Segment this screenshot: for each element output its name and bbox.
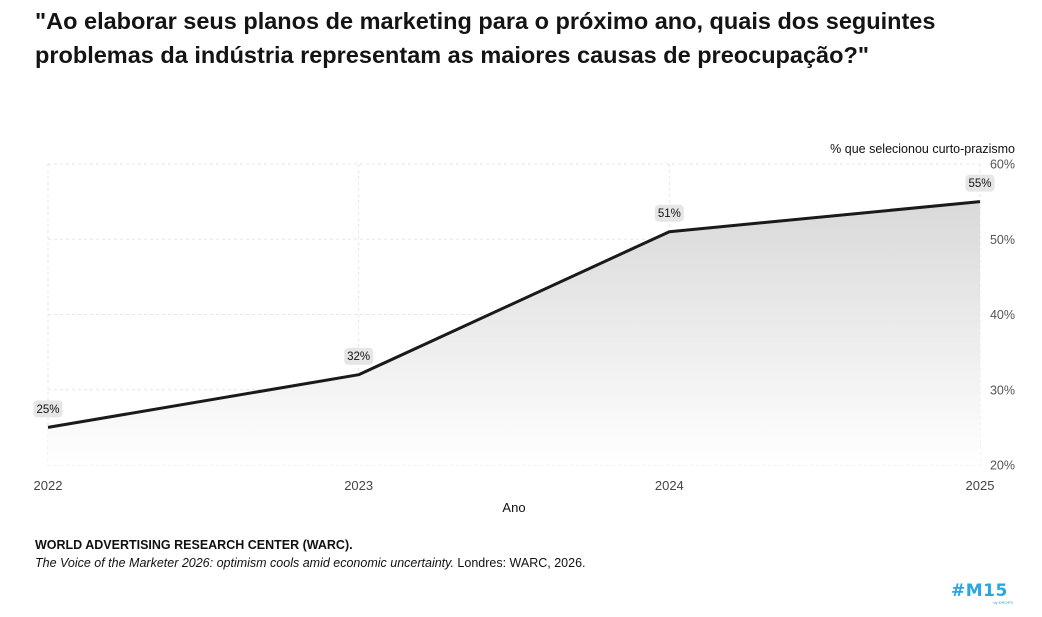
data-label-bg [344, 347, 374, 365]
data-label: 55% [965, 174, 995, 192]
y-tick-label: 50% [990, 233, 1015, 247]
data-label-bg [33, 400, 63, 418]
y-tick-label: 40% [990, 308, 1015, 322]
series-line [47, 200, 981, 429]
logo-subtext: by DROPS [993, 600, 1013, 605]
x-axis-ticks: 2022 2023 2024 2025 [34, 478, 995, 493]
logo-mark: #M15 [951, 581, 1008, 601]
data-label-bg [965, 174, 995, 192]
data-label-bg [654, 204, 684, 222]
x-axis-label: Ano [502, 500, 525, 515]
chart-title-line-2: problemas da indústria representam as ma… [35, 42, 869, 68]
data-label: 25% [33, 400, 63, 418]
source-publication: The Voice of the Marketer 2026: optimism… [35, 556, 454, 570]
x-tick-label: 2024 [655, 478, 684, 493]
y-tick-label: 60% [990, 158, 1015, 172]
source-reference: The Voice of the Marketer 2026: optimism… [35, 554, 586, 572]
chart-title: "Ao elaborar seus planos de marketing pa… [35, 4, 1015, 72]
m15-logo: #M15 by DROPS [951, 583, 1015, 609]
y-axis-label: % que selecionou curto-prazismo [830, 142, 1015, 156]
y-tick-label: 30% [990, 383, 1015, 397]
source-citation: WORLD ADVERTISING RESEARCH CENTER (WARC)… [35, 536, 586, 572]
data-labels: 25% 32% 51% 55% [33, 174, 995, 418]
y-axis-ticks: 20% 30% 40% 50% 60% [990, 158, 1015, 473]
data-label-text: 51% [658, 208, 681, 220]
data-label-text: 32% [347, 351, 370, 363]
data-label: 32% [344, 347, 374, 365]
data-label-text: 55% [968, 178, 991, 190]
x-tick-label: 2023 [344, 478, 373, 493]
source-organization: WORLD ADVERTISING RESEARCH CENTER (WARC)… [35, 538, 353, 552]
x-tick-label: 2022 [34, 478, 63, 493]
x-tick-label: 2025 [966, 478, 995, 493]
y-tick-label: 20% [990, 459, 1015, 473]
chart-title-line-1: "Ao elaborar seus planos de marketing pa… [35, 8, 936, 34]
area-fill [48, 201, 980, 465]
source-details: Londres: WARC, 2026. [453, 556, 586, 570]
data-label-text: 25% [36, 404, 59, 416]
data-label: 51% [654, 204, 684, 222]
